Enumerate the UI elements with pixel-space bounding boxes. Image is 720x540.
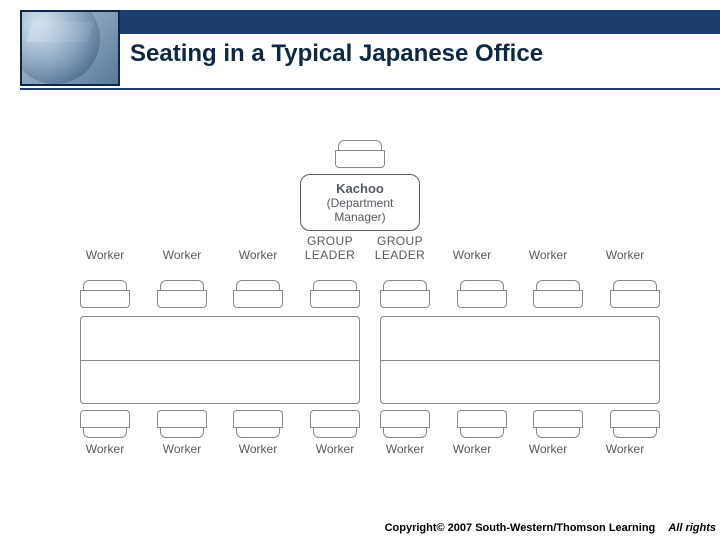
header-globe-image	[20, 10, 120, 86]
manager-subtitle-1: (Department	[305, 196, 415, 210]
header-bar: Seating in a Typical Japanese Office	[0, 10, 720, 100]
seat	[233, 280, 283, 308]
seat	[80, 410, 130, 438]
seat	[380, 280, 430, 308]
header-band	[20, 10, 720, 32]
seats-bottom-row	[80, 410, 360, 440]
slide-title: Seating in a Typical Japanese Office	[130, 40, 543, 68]
seat	[457, 410, 507, 438]
copyright-rights: All rights	[668, 522, 716, 534]
seat	[533, 280, 583, 308]
seat	[310, 410, 360, 438]
label-worker: Worker	[157, 442, 207, 456]
label-worker: Worker	[447, 248, 497, 262]
label-worker: Worker	[600, 248, 650, 262]
copyright-main: Copyright© 2007 South-Western/Thomson Le…	[385, 522, 656, 534]
label-group-leader: GROUP LEADER	[300, 234, 360, 262]
label-worker: Worker	[600, 442, 650, 456]
label-worker: Worker	[447, 442, 497, 456]
seat	[610, 410, 660, 438]
seat	[380, 410, 430, 438]
label-worker: Worker	[310, 442, 360, 456]
desk-pair	[380, 316, 660, 404]
seat	[457, 280, 507, 308]
label-worker: Worker	[233, 248, 283, 262]
seating-diagram: Kachoo (Department Manager) Worker Worke…	[0, 140, 720, 470]
label-worker: Worker	[523, 442, 573, 456]
label-worker: Worker	[233, 442, 283, 456]
label-worker: Worker	[157, 248, 207, 262]
desk-pair	[80, 316, 360, 404]
seat	[610, 280, 660, 308]
seats-top-row	[380, 280, 660, 310]
manager-seat	[335, 140, 385, 168]
label-group-leader: GROUP LEADER	[370, 234, 430, 262]
seat	[157, 410, 207, 438]
seat	[233, 410, 283, 438]
label-worker: Worker	[80, 442, 130, 456]
header-rule-top	[120, 32, 720, 34]
seat	[157, 280, 207, 308]
manager-title: Kachoo	[305, 181, 415, 196]
copyright-text: Copyright© 2007 South-Western/Thomson Le…	[385, 522, 716, 534]
seats-bottom-row	[380, 410, 660, 440]
label-worker: Worker	[523, 248, 573, 262]
seat	[80, 280, 130, 308]
header-rule-bottom	[20, 88, 720, 90]
manager-subtitle-2: Manager)	[305, 210, 415, 224]
label-worker: Worker	[380, 442, 430, 456]
seat	[310, 280, 360, 308]
manager-label-box: Kachoo (Department Manager)	[300, 174, 420, 231]
seat	[533, 410, 583, 438]
seats-top-row	[80, 280, 360, 310]
label-worker: Worker	[80, 248, 130, 262]
